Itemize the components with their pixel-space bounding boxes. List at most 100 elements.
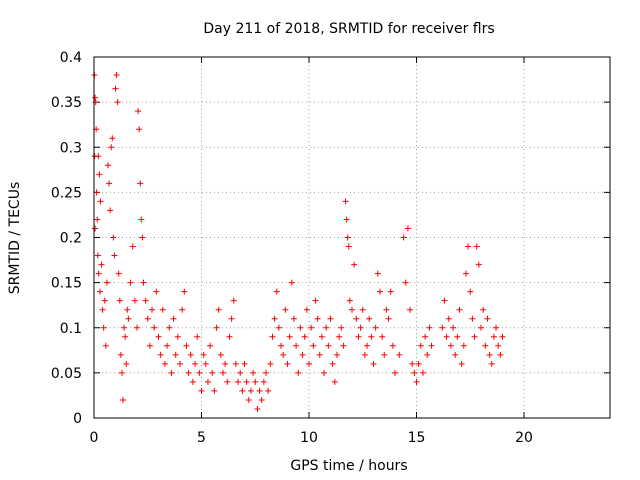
plot-frame (93, 56, 611, 419)
data-point (98, 261, 105, 268)
data-point (288, 279, 295, 286)
data-point (207, 342, 214, 349)
data-point (387, 288, 394, 295)
data-points (91, 72, 506, 412)
data-point (138, 216, 145, 223)
data-point (226, 333, 233, 340)
data-point (95, 153, 102, 160)
data-point (345, 243, 352, 250)
data-point (462, 270, 469, 277)
data-point (129, 243, 136, 250)
data-point (127, 279, 134, 286)
data-point (124, 306, 131, 313)
data-point (344, 234, 351, 241)
data-point (230, 297, 237, 304)
data-point (497, 351, 504, 358)
data-point (172, 351, 179, 358)
data-point (488, 360, 495, 367)
data-point (381, 351, 388, 358)
data-point (372, 324, 379, 331)
data-point (400, 234, 407, 241)
data-point (116, 297, 123, 304)
data-point (278, 342, 285, 349)
data-point (482, 342, 489, 349)
data-point (340, 342, 347, 349)
y-tick-label: 0.2 (60, 231, 82, 247)
data-point (447, 342, 454, 349)
data-point (209, 369, 216, 376)
data-point (336, 333, 343, 340)
y-tick-label: 0.1 (60, 321, 82, 337)
data-point (100, 324, 107, 331)
data-point (159, 306, 166, 313)
data-point (202, 360, 209, 367)
data-point (343, 216, 350, 223)
data-point (102, 342, 109, 349)
data-point (275, 324, 282, 331)
data-point (473, 243, 480, 250)
data-point (232, 360, 239, 367)
data-point (258, 396, 265, 403)
grid-lines (94, 57, 610, 418)
data-point (97, 198, 104, 205)
data-point (241, 360, 248, 367)
data-point (125, 315, 132, 322)
y-tick-label: 0.25 (51, 185, 82, 201)
data-point (467, 288, 474, 295)
data-point (265, 387, 272, 394)
x-tick-label: 15 (408, 430, 426, 446)
data-point (99, 306, 106, 313)
data-point (104, 162, 111, 169)
data-point (282, 306, 289, 313)
data-point (293, 342, 300, 349)
data-point (308, 324, 315, 331)
data-point (97, 288, 104, 295)
data-point (460, 342, 467, 349)
data-point (254, 405, 261, 412)
data-point (413, 378, 420, 385)
data-point (164, 342, 171, 349)
data-point (374, 270, 381, 277)
data-point (441, 297, 448, 304)
data-point (355, 333, 362, 340)
data-point (333, 351, 340, 358)
data-point (314, 315, 321, 322)
data-point (415, 360, 422, 367)
data-point (458, 360, 465, 367)
data-point (144, 315, 151, 322)
data-point (480, 306, 487, 313)
data-point (318, 333, 325, 340)
data-point (95, 270, 102, 277)
data-point (237, 369, 244, 376)
x-tick-label: 5 (197, 430, 206, 446)
data-point (439, 324, 446, 331)
chart-title: Day 211 of 2018, SRMTID for receiver flr… (203, 21, 494, 37)
data-point (94, 216, 101, 223)
data-point (260, 378, 267, 385)
data-point (364, 342, 371, 349)
data-point (323, 324, 330, 331)
data-point (187, 351, 194, 358)
data-point (112, 85, 119, 92)
x-tick-label: 10 (300, 430, 318, 446)
data-point (263, 369, 269, 376)
data-point (297, 324, 304, 331)
data-point (361, 351, 368, 358)
data-point (115, 270, 122, 277)
data-point (312, 297, 319, 304)
x-axis-label: GPS time / hours (290, 458, 407, 474)
data-point (402, 279, 409, 286)
data-point (493, 324, 500, 331)
data-point (490, 333, 497, 340)
data-point (419, 369, 426, 376)
data-point (103, 279, 110, 286)
data-point (351, 261, 358, 268)
data-point (301, 333, 308, 340)
x-tick-label: 20 (515, 430, 533, 446)
data-point (92, 225, 99, 232)
data-point (389, 342, 396, 349)
data-point (346, 297, 353, 304)
data-point (140, 279, 147, 286)
